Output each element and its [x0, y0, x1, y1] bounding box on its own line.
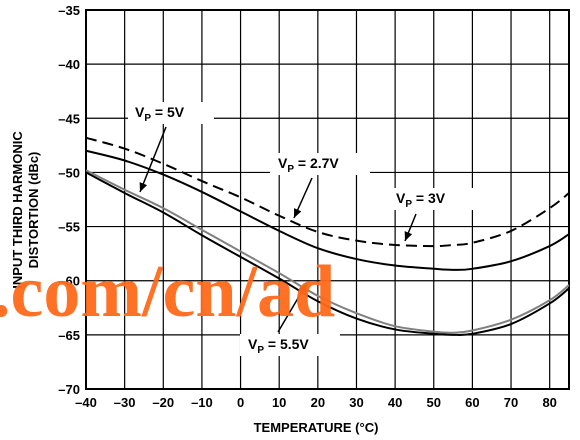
series-annotations: VP = 5V VP = 2.7V VP = 3V VP = 5.5V [128, 102, 474, 356]
y-tick-label: –55 [58, 220, 80, 235]
y-tick-label: –70 [58, 382, 80, 397]
annotation-label: VP = 5.5V [248, 336, 309, 356]
annotation-pointer [139, 126, 167, 193]
y-tick-label: –60 [58, 274, 80, 289]
x-tick-label: 70 [504, 395, 518, 410]
x-tick-labels: –40 –30 –20 –10 0 10 20 30 40 50 60 70 80 [75, 395, 557, 410]
annotation-arrowhead [139, 182, 148, 192]
y-tick-label: –40 [58, 57, 80, 72]
annotation-background [128, 102, 214, 124]
x-tick-label: –20 [152, 395, 174, 410]
annotation-arrowhead [404, 231, 413, 241]
y-axis-title-line-2: DISTORTION (dBc) [26, 152, 41, 269]
annotation-background [270, 153, 370, 175]
annotation-2: VP = 2.7V [270, 153, 370, 219]
x-tick-label: 10 [272, 395, 286, 410]
y-tick-label: –35 [58, 3, 80, 18]
annotation-1: VP = 5V [128, 102, 214, 193]
x-tick-label: 40 [388, 395, 402, 410]
x-tick-label: 30 [349, 395, 363, 410]
annotation-label: VP = 2.7V [278, 155, 339, 175]
series-line-4 [85, 171, 570, 336]
x-tick-label: –10 [191, 395, 213, 410]
x-tick-label: –40 [75, 395, 97, 410]
watermark-text: .com/cn/ad [0, 251, 335, 333]
annotation-label: VP = 5V [135, 104, 185, 124]
series-line-3 [85, 169, 570, 334]
y-axis-title-line-1: INPUT THIRD HARMONIC [10, 131, 25, 289]
y-tick-label: –45 [58, 111, 80, 126]
annotation-background [240, 334, 340, 356]
y-tick-label: –50 [58, 165, 80, 180]
x-axis-title: TEMPERATURE (°C) [254, 420, 379, 435]
series-line-1 [85, 149, 570, 271]
plot-frame [85, 9, 570, 390]
x-tick-label: 80 [542, 395, 556, 410]
y-axis-title: INPUT THIRD HARMONIC DISTORTION (dBc) [10, 131, 41, 289]
y-tick-label: –65 [58, 328, 80, 343]
annotation-3: VP = 3V [388, 188, 474, 242]
annotation-label: VP = 3V [396, 190, 446, 210]
annotation-4: VP = 5.5V [240, 282, 340, 356]
annotation-pointer [277, 282, 308, 333]
annotation-background [388, 188, 474, 210]
x-tick-label: 60 [465, 395, 479, 410]
x-tick-label: 50 [427, 395, 441, 410]
x-tick-label: 20 [311, 395, 325, 410]
series-line-2 [85, 136, 570, 248]
x-tick-label: –30 [114, 395, 136, 410]
series-lines [85, 136, 570, 336]
annotation-arrowhead [298, 283, 307, 293]
grid [85, 9, 570, 390]
annotation-arrowhead [294, 208, 302, 218]
y-tick-labels: –35 –40 –45 –50 –55 –60 –65 –70 [58, 3, 80, 397]
x-tick-label: 0 [237, 395, 244, 410]
